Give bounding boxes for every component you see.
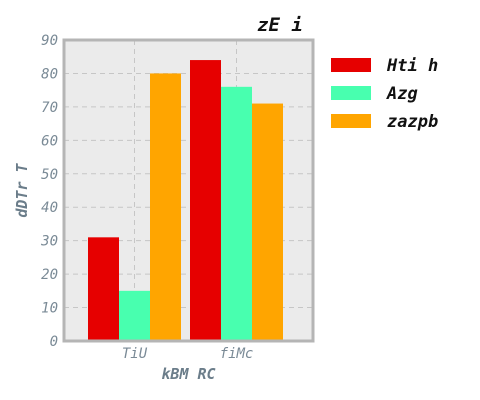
legend-swatch	[331, 86, 371, 100]
x-tick-label: fiMc	[220, 346, 254, 362]
y-tick-label: 20	[41, 267, 58, 283]
y-tick-label: 50	[41, 167, 58, 183]
bar	[221, 86, 252, 341]
y-tick-label: 40	[41, 200, 58, 216]
legend-label: Azg	[386, 84, 418, 104]
plot-frame	[62, 38, 315, 343]
legend-swatch	[331, 114, 371, 128]
x-axis-label: kBM RC	[161, 365, 215, 383]
y-axis-ticks: 0 10 20 30 40 50 60 70 80 90	[40, 33, 58, 350]
legend: Hti h Azg zazpb	[331, 56, 438, 132]
legend-label: zazpb	[387, 112, 438, 132]
y-tick-label: 30	[40, 234, 58, 250]
y-tick-label: 60	[41, 133, 58, 149]
y-axis-label: dDTr T	[13, 162, 31, 217]
legend-label: Hti h	[386, 56, 438, 76]
bar	[150, 73, 181, 341]
bar	[190, 60, 221, 342]
chart-title: zE i	[257, 14, 303, 36]
x-tick-label: TiU	[122, 346, 148, 362]
x-axis-ticks: TiU fiMc	[122, 346, 254, 362]
y-tick-label: 90	[41, 33, 58, 49]
bar	[88, 237, 119, 341]
bar	[252, 103, 283, 342]
bar	[119, 290, 150, 341]
bars	[88, 60, 283, 342]
y-tick-label: 10	[41, 301, 58, 317]
y-tick-label: 80	[41, 66, 58, 82]
y-tick-label: 70	[41, 100, 58, 116]
legend-swatch	[331, 58, 371, 72]
y-tick-label: 0	[50, 334, 58, 350]
